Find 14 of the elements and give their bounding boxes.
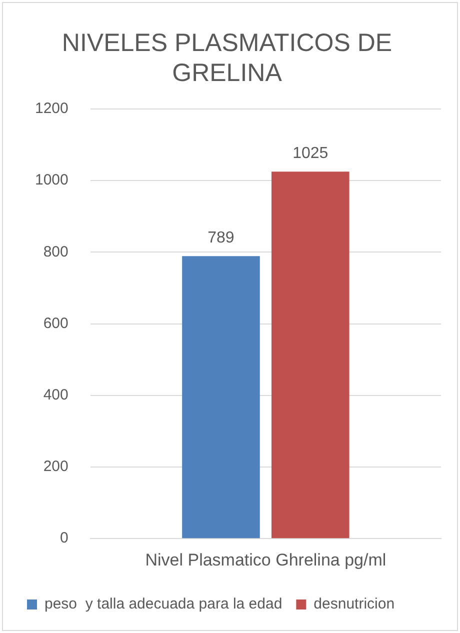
legend-label: desnutricion [314, 596, 395, 613]
y-tick-label: 1200 [34, 100, 68, 118]
x-tick-label: Nivel Plasmatico Ghrelina pg/ml [145, 550, 386, 570]
text: GRELINA [172, 58, 282, 87]
data-label: 1025 [292, 145, 328, 162]
y-tick-label: 200 [43, 458, 68, 476]
y-tick-label: 1000 [34, 172, 68, 189]
y-tick-label: 400 [43, 386, 68, 404]
legend-label: peso y talla adecuada para la edad [44, 596, 282, 613]
text: NIVELES PLASMATICOS DE [62, 28, 392, 57]
y-tick-label: 600 [43, 314, 68, 332]
data-label: 789 [208, 230, 234, 247]
y-tick-label: 800 [43, 243, 68, 260]
y-tick-label: 0 [60, 530, 68, 547]
